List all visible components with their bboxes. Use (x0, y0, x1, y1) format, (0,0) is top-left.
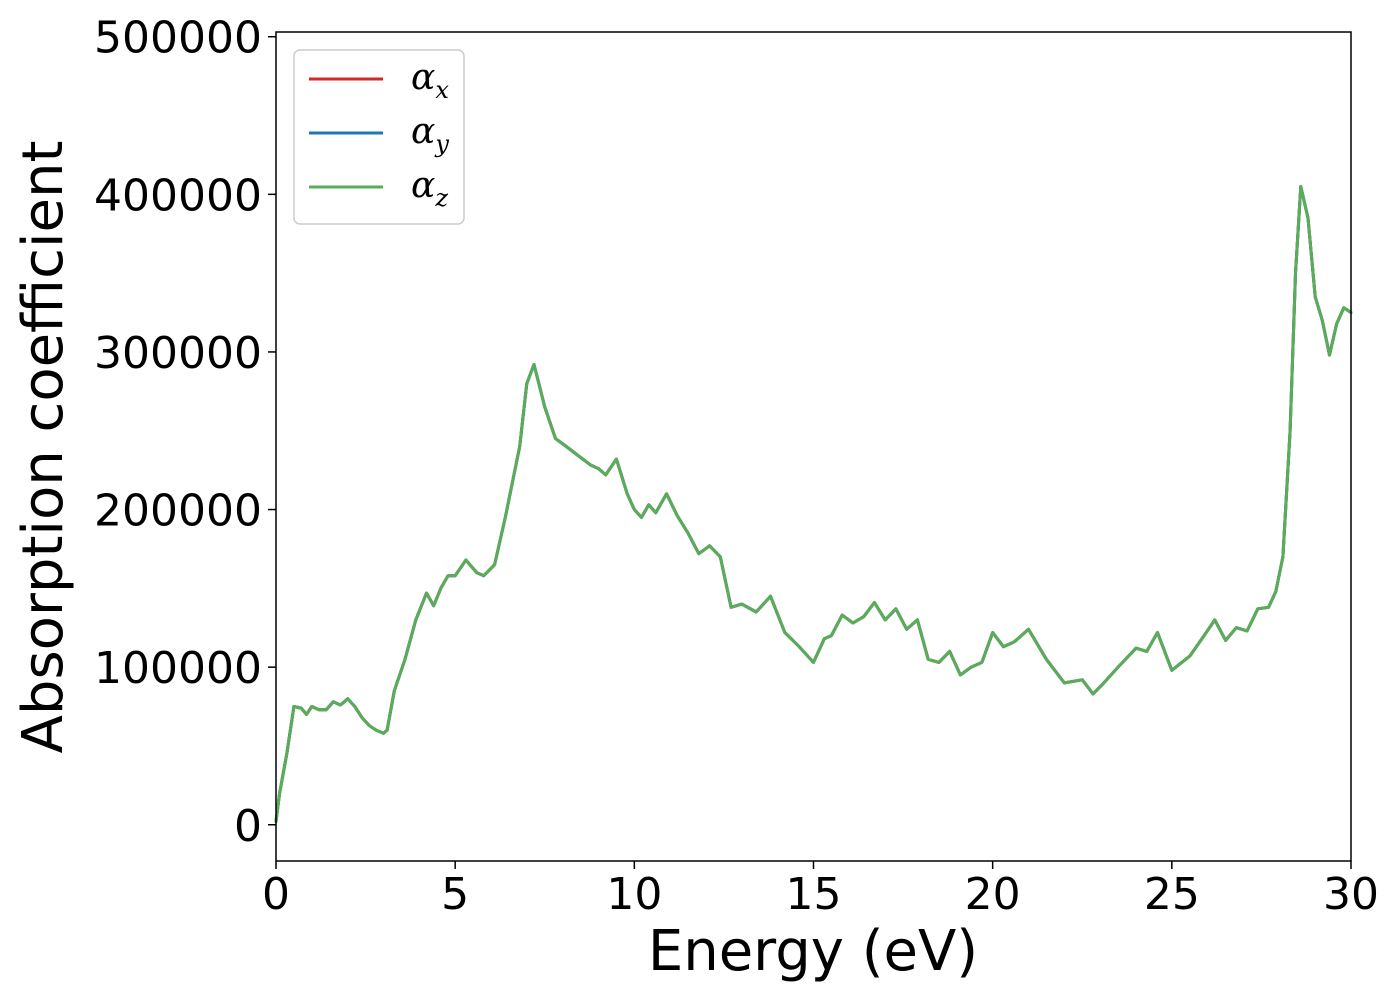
y-tick-label: 200000 (94, 486, 262, 537)
x-tick-label: 15 (786, 869, 842, 920)
legend: αx αy αz (293, 49, 465, 225)
y-tick-label: 0 (234, 801, 262, 852)
series-layer (274, 185, 1353, 824)
x-tick-label: 20 (965, 869, 1021, 920)
y-tick-label: 400000 (94, 170, 262, 221)
x-tick-label: 5 (441, 869, 469, 920)
y-axis-label: Absorption coefficient (11, 141, 76, 754)
legend-label-3: αz (411, 165, 448, 212)
x-tick-label: 25 (1144, 869, 1200, 920)
y-tick-label: 500000 (94, 13, 262, 64)
x-axis-ticks: 0 5 10 15 20 25 30 (262, 861, 1379, 920)
x-tick-label: 30 (1323, 869, 1379, 920)
y-tick-label: 300000 (94, 328, 262, 379)
legend-label-1: αx (411, 57, 449, 104)
x-tick-label: 10 (606, 869, 662, 920)
legend-box (293, 49, 465, 225)
series-line-1 (274, 185, 1353, 824)
series-line-2 (274, 185, 1353, 824)
y-tick-label: 100000 (94, 643, 262, 694)
series-line-3 (274, 185, 1353, 824)
x-axis-label: Energy (eV) (648, 919, 978, 984)
y-axis-ticks: 0 100000 200000 300000 400000 500000 (94, 13, 276, 852)
legend-label-2: αy (411, 111, 449, 158)
x-tick-label: 0 (262, 869, 290, 920)
